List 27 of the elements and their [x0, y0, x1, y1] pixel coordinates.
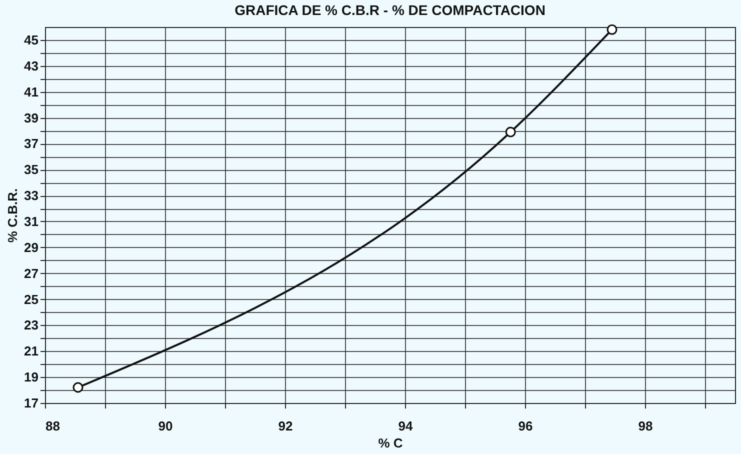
x-tick-label: 90 — [158, 418, 173, 434]
y-tick-label: 33 — [24, 188, 38, 204]
y-axis-title: % C.B.R. — [5, 188, 20, 243]
point — [606, 24, 618, 35]
chart-title: GRAFICA DE % C.B.R - % DE COMPACTACION — [234, 2, 546, 18]
y-tick-label: 29 — [24, 240, 38, 255]
y-tick-label: 21 — [24, 344, 38, 359]
x-tick-label: 94 — [398, 418, 414, 434]
y-tick-label: 23 — [24, 318, 38, 333]
y-tick-label: 27 — [24, 266, 38, 281]
point — [505, 126, 516, 138]
x-axis-title: % C — [378, 436, 404, 450]
y-tick-label: 19 — [24, 370, 38, 385]
x-tick-label: 92 — [278, 418, 293, 434]
y-tick-label: 17 — [24, 396, 38, 410]
y-tick-label: 25 — [24, 292, 38, 307]
y-tick-label: 39 — [24, 110, 38, 126]
x-tick-label: 96 — [518, 418, 533, 434]
y-tick-label: 43 — [24, 58, 38, 74]
x-tick-label: 98 — [638, 418, 653, 434]
y-tick-label: 35 — [24, 162, 38, 178]
y-tick-label: 41 — [24, 84, 38, 100]
point — [72, 382, 84, 393]
y-tick-label: 45 — [24, 32, 38, 48]
y-tick-label: 31 — [24, 214, 38, 229]
y-tick-label: 37 — [24, 136, 38, 152]
x-tick-label: 88 — [46, 418, 60, 434]
